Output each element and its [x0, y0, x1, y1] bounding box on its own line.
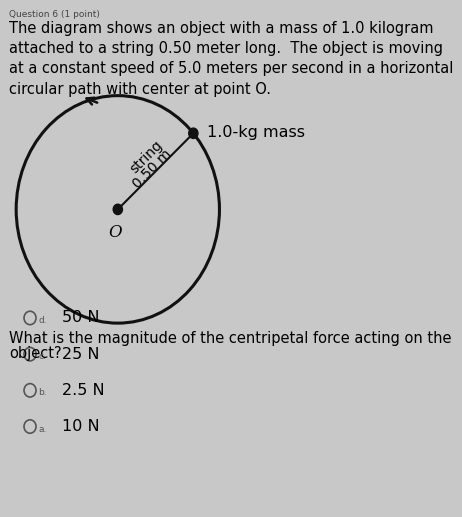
Text: d.: d. [38, 316, 47, 325]
Text: 0.50 m: 0.50 m [130, 147, 174, 191]
Text: 50 N: 50 N [62, 310, 100, 326]
Text: 10 N: 10 N [62, 419, 100, 434]
Text: O: O [109, 224, 122, 241]
Circle shape [188, 128, 198, 139]
Text: What is the magnitude of the centripetal force acting on the: What is the magnitude of the centripetal… [9, 331, 452, 346]
Text: string: string [128, 138, 166, 176]
Text: object?: object? [9, 346, 62, 361]
Text: Question 6 (1 point): Question 6 (1 point) [9, 10, 100, 19]
Text: 25 N: 25 N [62, 346, 100, 362]
Text: c.: c. [38, 352, 46, 361]
Circle shape [113, 204, 122, 215]
Text: 2.5 N: 2.5 N [62, 383, 105, 398]
Text: 1.0-kg mass: 1.0-kg mass [207, 125, 305, 140]
Text: b.: b. [38, 388, 47, 398]
Text: The diagram shows an object with a mass of 1.0 kilogram
attached to a string 0.5: The diagram shows an object with a mass … [9, 21, 454, 97]
Text: a.: a. [38, 424, 47, 434]
